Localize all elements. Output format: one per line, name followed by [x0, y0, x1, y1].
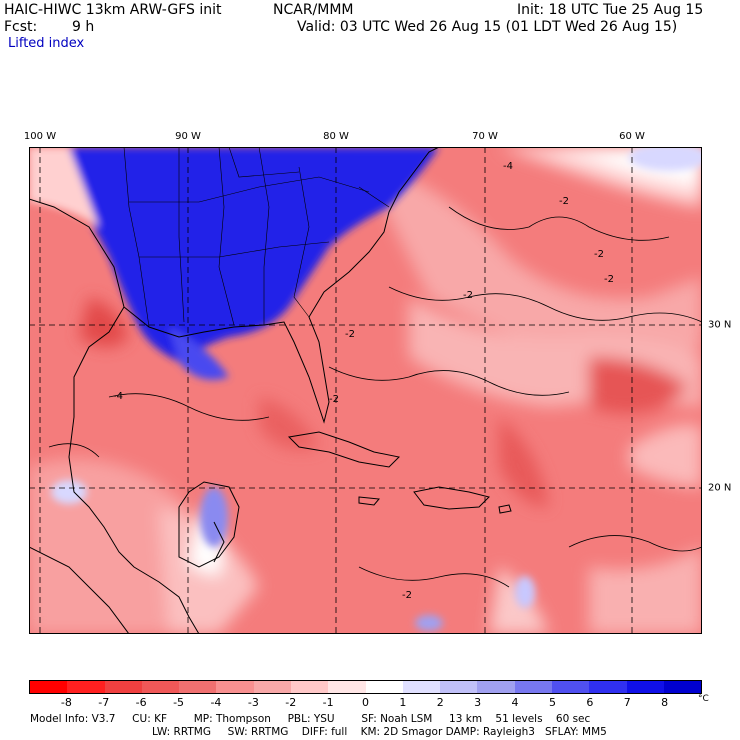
colorbar-tick-label: -4: [210, 696, 222, 709]
contours: [48, 206, 702, 588]
colorbar-swatch: [30, 681, 68, 693]
colorbar-tick-label: 6: [586, 696, 594, 709]
model-info-line1: Model Info: V3.7 CU: KF MP: Thompson PBL…: [30, 713, 591, 725]
colorbar-swatch: [253, 681, 291, 693]
colorbar-swatch: [626, 681, 664, 693]
colorbar-tick-label: 0: [362, 696, 369, 709]
colorbar-tick-label: -6: [135, 696, 147, 709]
colorbar-tick-label: -3: [247, 696, 259, 709]
colorbar-tick-label: -5: [173, 696, 185, 709]
colorbar-swatch: [104, 681, 142, 693]
colorbar-tick-label: -7: [98, 696, 110, 709]
colorbar-swatch: [440, 681, 478, 693]
colorbar-tick-label: 7: [623, 696, 631, 709]
contour-label: -4: [503, 161, 513, 172]
colorbar-swatch: [477, 681, 515, 693]
valid-time: Valid: 03 UTC Wed 26 Aug 15 (01 LDT Wed …: [297, 19, 678, 35]
contour-label: -2: [345, 329, 355, 340]
fcst-value: 9 h: [72, 19, 95, 35]
colorbar-swatch: [328, 681, 366, 693]
continental-cool-region: [29, 147, 439, 380]
colorbar-tick-label: 5: [548, 696, 556, 709]
colorbar-tick-label: 1: [399, 696, 407, 709]
lon-label: 60 W: [619, 131, 645, 142]
colorbar-tick-label: 2: [436, 696, 444, 709]
lon-label: 100 W: [23, 131, 57, 142]
model-info-line2: LW: RRTMG SW: RRTMG DIFF: full KM: 2D Sm…: [152, 726, 607, 738]
contour-label: -2: [402, 590, 412, 601]
colorbar-tick-label: 8: [661, 696, 669, 709]
lifted-index-map: -2 -2 -2 -4 -2 -2 -4 -2 -2: [29, 147, 702, 634]
colorbar-swatch: [179, 681, 217, 693]
latlon-grid: [29, 147, 702, 634]
small-positive-patches: [51, 147, 702, 631]
colorbar-swatch: [663, 681, 702, 693]
colorbar-swatch: [365, 681, 403, 693]
map-frame: [29, 147, 702, 634]
init-time: Init: 18 UTC Tue 25 Aug 15: [517, 2, 704, 18]
coastlines: [29, 147, 512, 634]
colorbar-tick-label: 4: [511, 696, 519, 709]
lon-label: 70 W: [472, 131, 498, 142]
colorbar-tick-label: -2: [285, 696, 297, 709]
colorbar-swatch: [514, 681, 552, 693]
colorbar-swatch: [141, 681, 180, 693]
lon-label: 80 W: [323, 131, 349, 142]
lat-label: 20 N: [708, 482, 732, 494]
contour-label: -2: [329, 394, 339, 405]
org-label: NCAR/MMM: [273, 2, 354, 18]
lat-label: 30 N: [708, 319, 732, 331]
colorbar-unit: °C: [698, 694, 709, 704]
colorbar-tick-label: -8: [60, 696, 72, 709]
colorbar-swatch: [551, 681, 590, 693]
colorbar-tick-label: -1: [322, 696, 334, 709]
contour-label: -4: [113, 391, 123, 402]
fcst-label: Fcst:: [4, 19, 38, 35]
field-name: Lifted index: [8, 36, 85, 51]
colorbar-swatch: [67, 681, 105, 693]
colorbar-swatch: [290, 681, 329, 693]
contour-label: -2: [463, 290, 473, 301]
colorbar-swatch: [402, 681, 441, 693]
colorbar-swatch: [216, 681, 254, 693]
contour-label: -2: [559, 196, 569, 207]
contour-label: -2: [604, 274, 614, 285]
contour-label: -2: [594, 249, 604, 260]
colorbar-tick-label: 3: [474, 696, 482, 709]
model-title: HAIC-HIWC 13km ARW-GFS init: [4, 2, 222, 18]
lon-label: 90 W: [175, 131, 201, 142]
colorbar-swatch: [589, 681, 627, 693]
colorbar: [29, 680, 702, 694]
